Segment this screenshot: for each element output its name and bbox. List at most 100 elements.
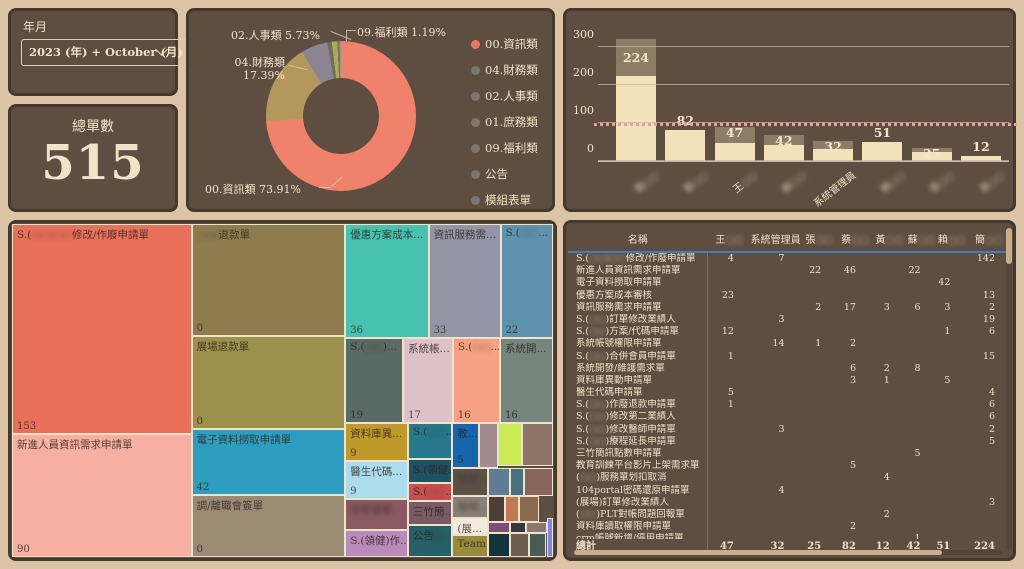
table-row[interactable]: S.(○○)療程延長申請單 5 — [568, 435, 1011, 448]
legend-item[interactable]: 02.人事類 — [471, 83, 538, 109]
column-header[interactable]: 簡○○ — [966, 231, 1011, 246]
treemap-tile-label: 發票檔案... — [346, 500, 407, 519]
column-header[interactable]: 黃○○ — [872, 231, 906, 246]
bar[interactable] — [714, 143, 755, 161]
treemap-tile[interactable]: 三竹簡... — [408, 501, 453, 525]
treemap-tile[interactable]: 公告○... — [408, 524, 453, 557]
bar[interactable] — [665, 129, 706, 161]
legend-item[interactable]: 01.庶務類 — [471, 109, 538, 135]
treemap-tile[interactable]: 醫生代碼... 9 — [345, 461, 408, 499]
table-row[interactable]: 醫生代碼申請單 5 4 — [568, 387, 1011, 400]
treemap-tile[interactable]: 新進人員資訊需求申請單 90 — [12, 433, 192, 557]
table-row[interactable]: 資料庫讀取權限申請單 2 — [568, 521, 1011, 534]
treemap-tile[interactable]: 資訊服務需... 33 — [428, 224, 501, 338]
treemap-tile[interactable]: 資料庫異... 9 — [345, 422, 408, 462]
table-row[interactable]: 電子資料撈取申請單 42 — [568, 277, 1011, 290]
treemap-tile[interactable]: S.(領健)作... — [345, 529, 408, 557]
table-row[interactable]: S.(○○)方案/代碼申請單 12 1 6 — [568, 326, 1011, 339]
treemap-tile[interactable]: S.(○○... — [408, 483, 453, 502]
column-header-name[interactable]: 名稱 — [568, 231, 708, 246]
table-row[interactable]: 資料庫異動申請單 3 1 5 — [568, 374, 1011, 388]
table-row[interactable]: 教育訓練平台影片上架需求單 5 — [568, 460, 1011, 473]
treemap-tile[interactable] — [478, 422, 499, 469]
table-row[interactable]: S.(○○)作廢退款申請單 1 6 — [568, 399, 1011, 412]
column-header[interactable]: 蘇○○ — [906, 231, 937, 246]
bar[interactable] — [862, 141, 903, 161]
treemap-tile[interactable]: ○○/退款單 0 — [191, 224, 346, 336]
legend-item[interactable]: 00.資訊類 — [471, 31, 538, 57]
table-row[interactable]: S.(○○)合併會員申請單 1 15 — [568, 350, 1011, 363]
treemap-tile[interactable] — [509, 468, 524, 496]
treemap-tile[interactable]: (展... — [452, 518, 489, 535]
row-value-cell: 5 — [988, 435, 995, 447]
table-row[interactable]: (○○)服務單划扣取消 4 — [568, 472, 1011, 485]
treemap-tile[interactable]: S.(○○... 22 — [500, 224, 553, 338]
table-row[interactable]: crm帳號新增/停用申請單 1 — [568, 533, 1011, 540]
column-header[interactable]: 系統管理員 — [750, 231, 801, 246]
legend-item[interactable]: 公告 — [471, 161, 538, 187]
row-value-cell: 1 — [883, 374, 890, 386]
table-row[interactable]: S.(○○)○○修改/作廢申請單 4 7 142 — [568, 253, 1011, 266]
bar[interactable] — [813, 148, 854, 161]
treemap-tile[interactable]: S.(○○)○○修改/作廢申請單 153 — [12, 224, 192, 434]
table-row[interactable]: (○○)PLT對帳問題回報單 2 — [568, 508, 1011, 522]
treemap-tile[interactable]: 展場退款單 0 — [191, 335, 346, 430]
legend-item[interactable]: 09.福利類 — [471, 135, 538, 161]
treemap-tile[interactable] — [488, 495, 505, 523]
table-row[interactable]: 104portal密碼還原申請單 4 — [568, 484, 1011, 497]
treemap-tile[interactable] — [510, 522, 527, 534]
treemap-tile[interactable] — [546, 518, 553, 557]
treemap-tile[interactable] — [510, 533, 529, 557]
column-header[interactable]: 張○○ — [801, 231, 838, 246]
text-segment: 黃○○ — [977, 170, 1007, 196]
year-month-dropdown[interactable]: 2023 (年) + October (月) — [21, 39, 196, 66]
vertical-scrollbar-thumb[interactable] — [1006, 228, 1012, 264]
table-row[interactable]: (展場)訂單修改業績人 3 — [568, 496, 1011, 509]
legend-item[interactable]: 04.財務類 — [471, 57, 538, 83]
treemap-tile[interactable]: S.(○○... — [408, 422, 453, 460]
table-row[interactable]: 系統帳號權限申請單 14 1 2 — [568, 338, 1011, 351]
table-row[interactable]: 新進人員資訊需求申請單 22 46 22 — [568, 265, 1011, 278]
bar[interactable] — [960, 156, 1001, 161]
table-row[interactable]: 資訊服務需求申請單 2 17 3 6 3 2 — [568, 301, 1011, 314]
table-row[interactable]: S.(○○)修改第二業績人 6 — [568, 411, 1011, 424]
treemap-tile[interactable] — [488, 468, 510, 496]
treemap-tile[interactable]: 退貨... — [452, 468, 489, 496]
horizontal-scrollbar-thumb[interactable] — [574, 550, 942, 555]
column-header[interactable]: 賴○○ — [937, 231, 967, 246]
treemap-tile[interactable]: 電子資料撈取申請單 42 — [191, 429, 346, 496]
table-row[interactable]: 三竹簡訊點數申請單 5 — [568, 448, 1011, 461]
treemap-tile[interactable] — [488, 533, 511, 557]
treemap-tile[interactable]: S.(○○... 16 — [452, 337, 500, 423]
column-header[interactable]: 王○○ — [708, 231, 751, 246]
text-segment: 離職... — [457, 500, 488, 513]
treemap-tile[interactable] — [526, 522, 547, 534]
bar[interactable] — [763, 145, 804, 161]
treemap-tile[interactable] — [521, 422, 553, 466]
treemap-tile[interactable]: 離職... — [452, 495, 489, 519]
treemap-tile[interactable]: S.(○○)... 19 — [345, 337, 404, 423]
treemap-tile[interactable]: 調/離職會簽單 0 — [191, 495, 346, 557]
treemap-tile[interactable]: 系統開... 16 — [499, 337, 553, 423]
treemap-tile[interactable]: Team... — [452, 535, 489, 557]
table-row[interactable]: S.(○○)訂單修改業績人 3 19 — [568, 313, 1011, 327]
table-row[interactable]: 系統開發/維護需求單 6 2 8 — [568, 362, 1011, 375]
treemap-tile[interactable]: 系統帳... 17 — [403, 337, 453, 423]
bar[interactable] — [911, 151, 952, 161]
treemap-tile[interactable]: 優惠方案成本... 36 — [345, 224, 429, 338]
column-header[interactable]: 蔡○○ — [838, 231, 873, 246]
treemap-tile[interactable] — [519, 495, 539, 523]
treemap-tile[interactable] — [488, 522, 511, 534]
treemap-tile[interactable] — [528, 533, 547, 557]
row-value-cell: 22 — [809, 265, 822, 277]
treemap-tile[interactable]: 發票檔案... — [345, 498, 408, 530]
treemap-tile[interactable] — [498, 422, 522, 466]
treemap-tile[interactable] — [504, 495, 520, 523]
table-row[interactable]: S.(○○)修改醫師申請單 3 2 — [568, 423, 1011, 436]
legend-item[interactable]: 模組表單 — [471, 187, 538, 213]
table-row[interactable]: 優惠方案成本審核 23 13 — [568, 289, 1011, 302]
treemap-tile[interactable] — [523, 468, 553, 496]
treemap-tile[interactable]: S.(領健... — [408, 459, 453, 484]
treemap-tile[interactable]: 教... 5 — [452, 422, 479, 469]
bar[interactable] — [616, 76, 656, 161]
